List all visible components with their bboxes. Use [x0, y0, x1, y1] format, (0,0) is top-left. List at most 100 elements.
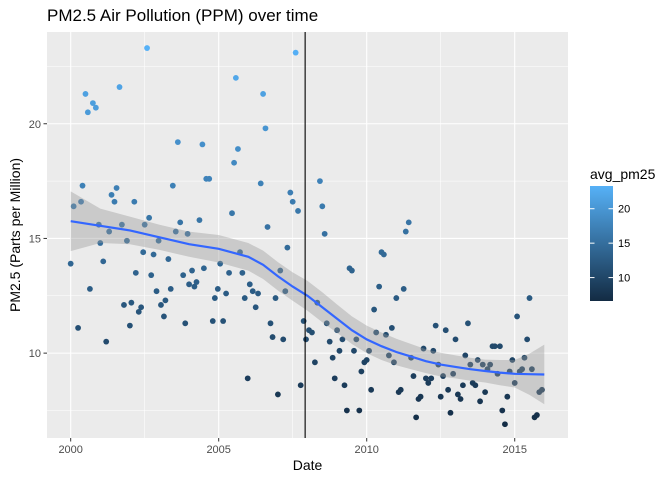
data-point: [126, 322, 133, 329]
data-point: [235, 146, 241, 152]
y-tick-label: 15: [29, 233, 41, 245]
data-point: [220, 318, 227, 324]
data-point: [331, 375, 338, 382]
data-point: [214, 286, 221, 292]
data-point: [450, 370, 457, 377]
data-point: [150, 251, 157, 258]
data-point: [442, 327, 449, 334]
data-point: [437, 393, 444, 400]
data-point: [351, 347, 357, 354]
data-point: [87, 286, 93, 292]
x-axis-title: Date: [293, 457, 323, 473]
data-point: [132, 269, 139, 276]
data-point: [223, 290, 229, 297]
data-point: [75, 324, 81, 331]
data-point: [539, 386, 545, 393]
data-point: [269, 334, 276, 340]
data-point: [343, 407, 350, 414]
data-point: [380, 251, 387, 258]
data-point: [358, 368, 365, 375]
data-point: [84, 109, 91, 116]
data-point: [317, 178, 323, 184]
data-point: [116, 84, 123, 90]
data-point: [339, 336, 346, 343]
x-axis-ticks: 2000 2005 2010 2015: [58, 438, 527, 456]
data-point: [467, 361, 474, 368]
data-point: [121, 302, 127, 308]
data-point: [425, 380, 432, 386]
legend-tick-label: 10: [618, 273, 630, 285]
smooth-layer: [70, 191, 545, 405]
data-point: [452, 336, 459, 343]
data-point: [267, 320, 274, 327]
data-point: [249, 288, 256, 295]
data-point: [146, 214, 153, 221]
data-point: [284, 244, 291, 251]
data-point: [417, 393, 424, 400]
data-point: [246, 281, 253, 288]
data-point: [499, 407, 506, 414]
data-point: [217, 260, 224, 267]
data-point: [430, 347, 437, 354]
data-point: [257, 180, 264, 187]
data-point: [128, 299, 135, 306]
data-point: [319, 203, 326, 210]
data-point: [138, 304, 145, 311]
data-point: [106, 228, 113, 235]
data-point: [341, 382, 348, 389]
data-point: [457, 396, 464, 402]
data-point: [277, 267, 284, 274]
data-point: [141, 221, 148, 228]
data-point: [189, 267, 195, 274]
data-point: [70, 203, 77, 210]
data-point: [165, 256, 172, 262]
data-point: [397, 386, 404, 393]
legend-ticks: 10 15 20: [590, 204, 630, 285]
data-point: [482, 389, 489, 396]
data-point: [376, 283, 383, 290]
data-point: [260, 91, 266, 97]
data-point: [272, 295, 279, 301]
data-point: [209, 318, 216, 324]
data-point: [497, 343, 503, 350]
data-point: [524, 336, 531, 343]
data-point: [67, 260, 74, 267]
data-point: [148, 272, 155, 279]
data-point: [534, 412, 540, 418]
data-point: [100, 258, 107, 265]
legend-tick-label: 20: [618, 204, 630, 216]
data-point: [280, 336, 287, 343]
data-point: [479, 361, 486, 368]
smooth-trend-line: [70, 220, 545, 376]
data-point: [329, 354, 336, 361]
data-point: [528, 366, 535, 373]
data-point: [428, 375, 435, 382]
data-point: [368, 386, 375, 393]
data-point: [229, 210, 235, 217]
data-point: [186, 281, 192, 288]
data-point: [297, 382, 304, 389]
data-point: [177, 219, 184, 226]
data-point: [79, 182, 86, 189]
data-point: [356, 407, 363, 414]
data-point: [241, 295, 248, 301]
data-point: [226, 269, 232, 276]
data-point: [410, 373, 417, 379]
data-point: [295, 208, 301, 214]
data-point: [502, 421, 508, 428]
data-point: [447, 409, 454, 416]
data-point: [162, 297, 169, 304]
data-point: [274, 391, 281, 398]
data-point: [402, 228, 409, 235]
data-point: [153, 288, 160, 295]
data-point: [289, 198, 296, 205]
data-point: [309, 329, 315, 336]
y-tick-label: 10: [29, 348, 41, 360]
data-point: [82, 91, 89, 97]
data-point: [172, 228, 179, 235]
data-point: [519, 366, 526, 373]
data-point: [211, 295, 218, 301]
data-point: [383, 331, 389, 338]
data-point: [454, 391, 461, 398]
data-point: [89, 100, 96, 107]
